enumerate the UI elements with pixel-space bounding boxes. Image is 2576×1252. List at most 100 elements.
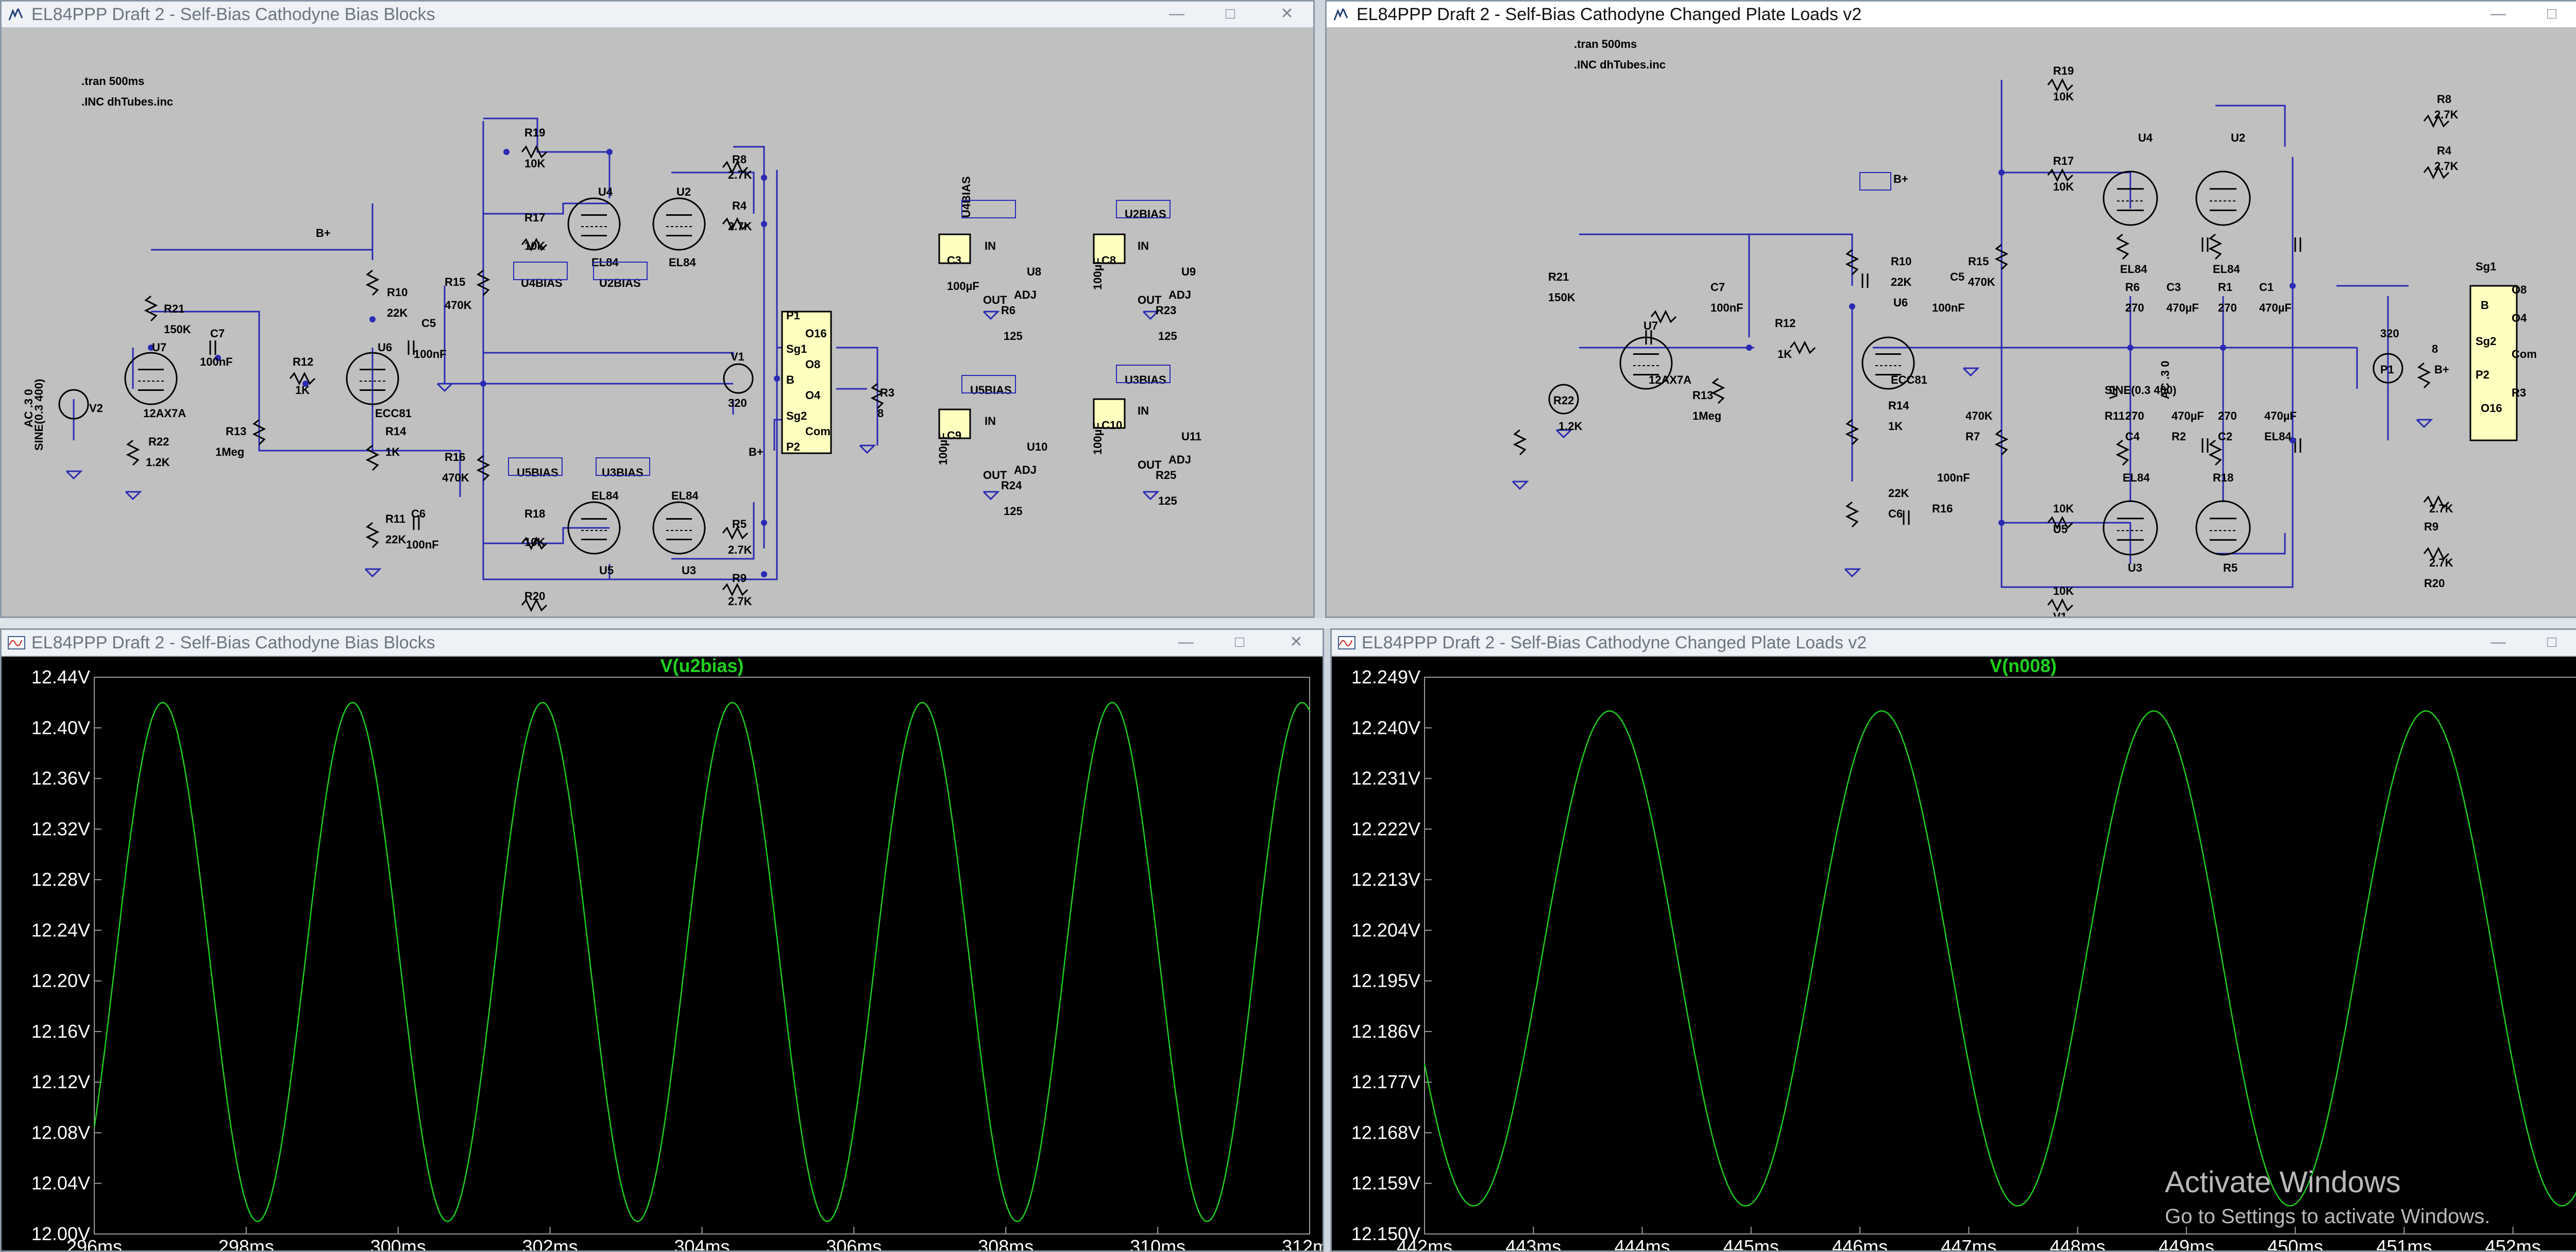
schematic-canvas[interactable]: .tran 500ms .INC dhTubes.inc R19 10K R17 10K U… <box>2 28 1313 616</box>
minimize-button[interactable]: — <box>1178 633 1194 650</box>
schematic-label: C7 <box>210 327 225 340</box>
schematic-label: Sg1 <box>786 342 807 355</box>
schematic-label: O16 <box>2481 402 2502 415</box>
schematic-label: B <box>2481 299 2489 312</box>
schematic-label: R10 <box>1891 255 1911 268</box>
schematic-label: 270 <box>2125 301 2144 314</box>
waveform-window-left[interactable]: EL84PPP Draft 2 - Self-Bias Cathodyne Bi… <box>0 628 1324 1252</box>
schematic-label: .INC dhTubes.inc <box>81 95 173 108</box>
net-label-flag <box>508 457 563 476</box>
junction-dot <box>774 375 780 382</box>
output-transformer-block <box>2469 285 2518 441</box>
junction-dot <box>302 381 309 387</box>
x-tick-label: 442ms <box>1397 1236 1452 1252</box>
schematic-label: 125 <box>1004 505 1023 518</box>
schematic-label: 2.7K <box>728 220 752 233</box>
schematic-label: 470µF <box>2166 301 2199 314</box>
schematic-label: C3 <box>947 254 961 267</box>
ground-symbol <box>65 470 83 480</box>
plot-frame <box>94 677 1310 1234</box>
schematic-label: R2 <box>2172 430 2186 443</box>
schematic-drawing[interactable]: .tran 500ms .INC dhTubes.inc R19 10K R17 10K U… <box>2 28 1313 616</box>
schematic-label: P1 <box>2380 363 2394 376</box>
waveform-plot[interactable]: V(n008) 12.249V 12.240V 12.231V 12.222V 12.21… <box>1332 655 2576 1252</box>
ground-symbol <box>982 311 1000 320</box>
x-tick-label: 445ms <box>1723 1236 1779 1252</box>
minimize-button[interactable]: — <box>2490 633 2506 650</box>
schematic-label: R9 <box>2424 520 2438 533</box>
resistor-symbol <box>2208 439 2223 466</box>
maximize-button[interactable]: □ <box>2547 5 2557 22</box>
voltage-source-symbol <box>1548 384 1579 415</box>
schematic-label: 1Meg <box>215 445 244 458</box>
resistor-symbol <box>521 598 548 612</box>
schematic-label: U5 <box>2053 523 2067 536</box>
schematic-drawing[interactable]: .tran 500ms .INC dhTubes.inc R19 10K R17 10K U… <box>1327 28 2576 616</box>
schematic-label: B+ <box>316 227 331 239</box>
schematic-label: 2.7K <box>2429 502 2453 515</box>
resistor-symbol <box>2423 495 2450 509</box>
schematic-label: U3BIAS <box>602 466 643 479</box>
schematic-label: C2 <box>2218 430 2232 443</box>
schematic-label: R5 <box>2223 561 2238 574</box>
schematic-label: 8 <box>877 407 884 420</box>
titlebar[interactable]: EL84PPP Draft 2 - Self-Bias Cathodyne Ch… <box>1332 630 2576 657</box>
y-tick-label: 12.12V <box>31 1071 90 1092</box>
schematic-canvas[interactable]: .tran 500ms .INC dhTubes.inc R19 10K R17 10K U… <box>1327 28 2576 616</box>
maximize-button[interactable]: □ <box>1225 5 1235 22</box>
schematic-label: ADJ <box>1168 288 1191 301</box>
resistor-symbol <box>365 522 380 548</box>
titlebar[interactable]: EL84PPP Draft 2 - Self-Bias Cathodyne Bi… <box>2 630 1323 657</box>
schematic-label: R1 <box>2218 281 2232 294</box>
close-button[interactable]: ✕ <box>1280 5 1294 22</box>
resistor-symbol <box>722 526 749 540</box>
waveform-plot-pane[interactable]: V(u2bias) 12.44V 12.40V 12.36V 12.32V 12.28V 1… <box>2 655 1323 1252</box>
junction-dot <box>1998 169 2005 176</box>
resistor-symbol <box>1845 249 1859 276</box>
schematic-label: R21 <box>164 302 184 315</box>
ground-symbol <box>1142 491 1160 501</box>
schematic-label: SINE(0.3 400) <box>32 379 45 451</box>
schematic-label: ADJ <box>1014 288 1037 301</box>
waveform-plot[interactable]: V(u2bias) 12.44V 12.40V 12.36V 12.32V 12.28V 1… <box>2 655 1323 1252</box>
schematic-label: R15 <box>445 276 465 288</box>
y-tick-label: 12.177V <box>1351 1071 1420 1092</box>
schematic-label: R18 <box>524 507 545 520</box>
y-tick-label: 12.204V <box>1351 919 1420 940</box>
x-tick-label: 310ms <box>1130 1236 1185 1252</box>
maximize-button[interactable]: □ <box>1234 633 1245 650</box>
titlebar[interactable]: EL84PPP Draft 2 - Self-Bias Cathodyne Bi… <box>2 2 1313 28</box>
titlebar[interactable]: EL84PPP Draft 2 - Self-Bias Cathodyne Ch… <box>1327 2 2576 28</box>
junction-dot <box>1746 345 1752 351</box>
waveform-window-right[interactable]: EL84PPP Draft 2 - Self-Bias Cathodyne Ch… <box>1330 628 2576 1252</box>
maximize-button[interactable]: □ <box>2547 633 2557 650</box>
schematic-label: R25 <box>1156 469 1176 482</box>
vacuum-tube-symbol <box>2195 500 2251 556</box>
waveform-plot-pane[interactable]: V(n008) 12.249V 12.240V 12.231V 12.222V 12.21… <box>1332 655 2576 1252</box>
schematic-label: R9 <box>732 572 747 585</box>
schematic-label: 1K <box>385 445 400 458</box>
waveform-app-icon <box>1338 636 1355 649</box>
schematic-label: R8 <box>732 153 747 166</box>
junction-dot <box>148 345 154 351</box>
schematic-label: R21 <box>1548 270 1569 283</box>
schematic-label: 22K <box>1891 276 1911 288</box>
resistor-symbol <box>870 383 885 409</box>
schematic-label: R12 <box>293 355 313 368</box>
minimize-button[interactable]: — <box>1169 5 1184 22</box>
schematic-label: R4 <box>732 199 747 212</box>
wire <box>2001 80 2294 588</box>
schematic-label: U2 <box>2231 131 2245 144</box>
schematic-label: U2BIAS <box>599 277 641 289</box>
schematic-label: 470µF <box>2264 409 2297 422</box>
minimize-button[interactable]: — <box>2490 5 2506 22</box>
schematic-label: P1 <box>786 309 800 322</box>
schematic-window-right[interactable]: EL84PPP Draft 2 - Self-Bias Cathodyne Ch… <box>1325 0 2576 618</box>
schematic-label: R7 <box>1965 430 1980 443</box>
schematic-window-left[interactable]: EL84PPP Draft 2 - Self-Bias Cathodyne Bi… <box>0 0 1315 618</box>
schematic-label: R13 <box>1692 389 1713 402</box>
junction-dot <box>606 149 613 155</box>
window-title: EL84PPP Draft 2 - Self-Bias Cathodyne Ch… <box>1357 5 1862 24</box>
resistor-symbol <box>722 217 749 231</box>
close-button[interactable]: ✕ <box>1290 633 1303 650</box>
